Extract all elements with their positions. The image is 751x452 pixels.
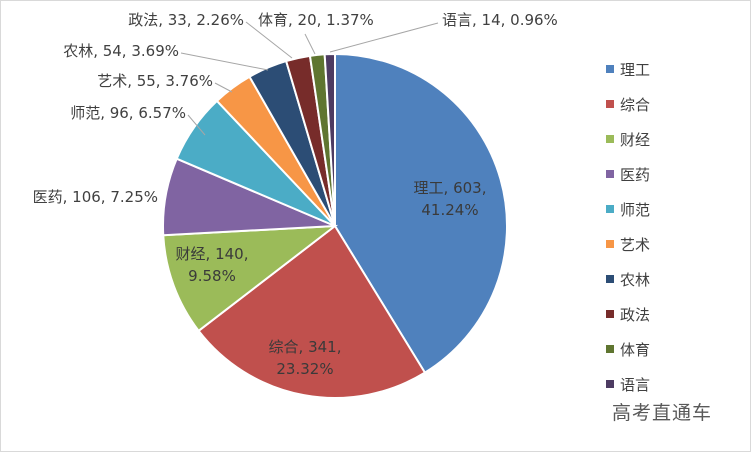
data-label-6: 艺术, 55, 3.76% xyxy=(97,72,213,90)
leader-line-7 xyxy=(180,52,269,71)
leader-line-9 xyxy=(304,33,316,55)
data-label-2: 综合, 341, 23.32% xyxy=(269,338,342,378)
legend-label-8: 政法 xyxy=(620,306,650,324)
legend-swatch-4 xyxy=(606,170,614,178)
leader-line-5 xyxy=(187,114,206,136)
watermark: 高考直通车 xyxy=(612,402,713,424)
leader-line-8 xyxy=(245,21,293,59)
legend-swatch-2 xyxy=(606,100,614,108)
legend-label-2: 综合 xyxy=(620,96,650,114)
data-label-7: 农林, 54, 3.69% xyxy=(63,42,179,60)
legend-label-10: 语言 xyxy=(620,376,650,394)
data-label-8: 政法, 33, 2.26% xyxy=(128,11,244,29)
data-labels: 理工, 603, 41.24% 综合, 341, 23.32% 财经, 140, 9.58… xyxy=(33,11,558,378)
legend-swatch-3 xyxy=(606,135,614,143)
legend-swatch-5 xyxy=(606,205,614,213)
legend-label-9: 体育 xyxy=(620,341,650,359)
legend-label-5: 师范 xyxy=(620,201,650,219)
legend-label-6: 艺术 xyxy=(620,236,650,254)
leader-line-10 xyxy=(329,22,439,53)
legend-label-4: 医药 xyxy=(620,166,650,184)
data-label-1: 理工, 603, 41.24% xyxy=(414,179,487,219)
legend-swatch-1 xyxy=(606,65,614,73)
pie-slices xyxy=(162,52,509,400)
data-label-5: 师范, 96, 6.57% xyxy=(70,104,186,122)
legend-swatch-8 xyxy=(606,310,614,318)
legend-label-3: 财经 xyxy=(620,131,650,149)
pie-slice-2 xyxy=(197,224,427,400)
legend-swatch-9 xyxy=(606,345,614,353)
data-label-4: 医药, 106, 7.25% xyxy=(33,188,158,206)
legend-swatch-7 xyxy=(606,275,614,283)
pie-slice-3 xyxy=(162,224,339,333)
legend-label-7: 农林 xyxy=(620,271,650,289)
legend-label-1: 理工 xyxy=(620,61,650,79)
data-label-10: 语言, 14, 0.96% xyxy=(442,11,558,29)
legend-swatch-6 xyxy=(606,240,614,248)
data-label-9: 体育, 20, 1.37% xyxy=(258,11,374,29)
data-label-3: 财经, 140, 9.58% xyxy=(176,245,249,285)
legend-swatch-10 xyxy=(606,380,614,388)
leader-lines xyxy=(180,21,439,136)
leader-line-6 xyxy=(214,82,233,93)
pie-slice-1 xyxy=(334,52,509,375)
pie-slice-10 xyxy=(323,52,336,227)
